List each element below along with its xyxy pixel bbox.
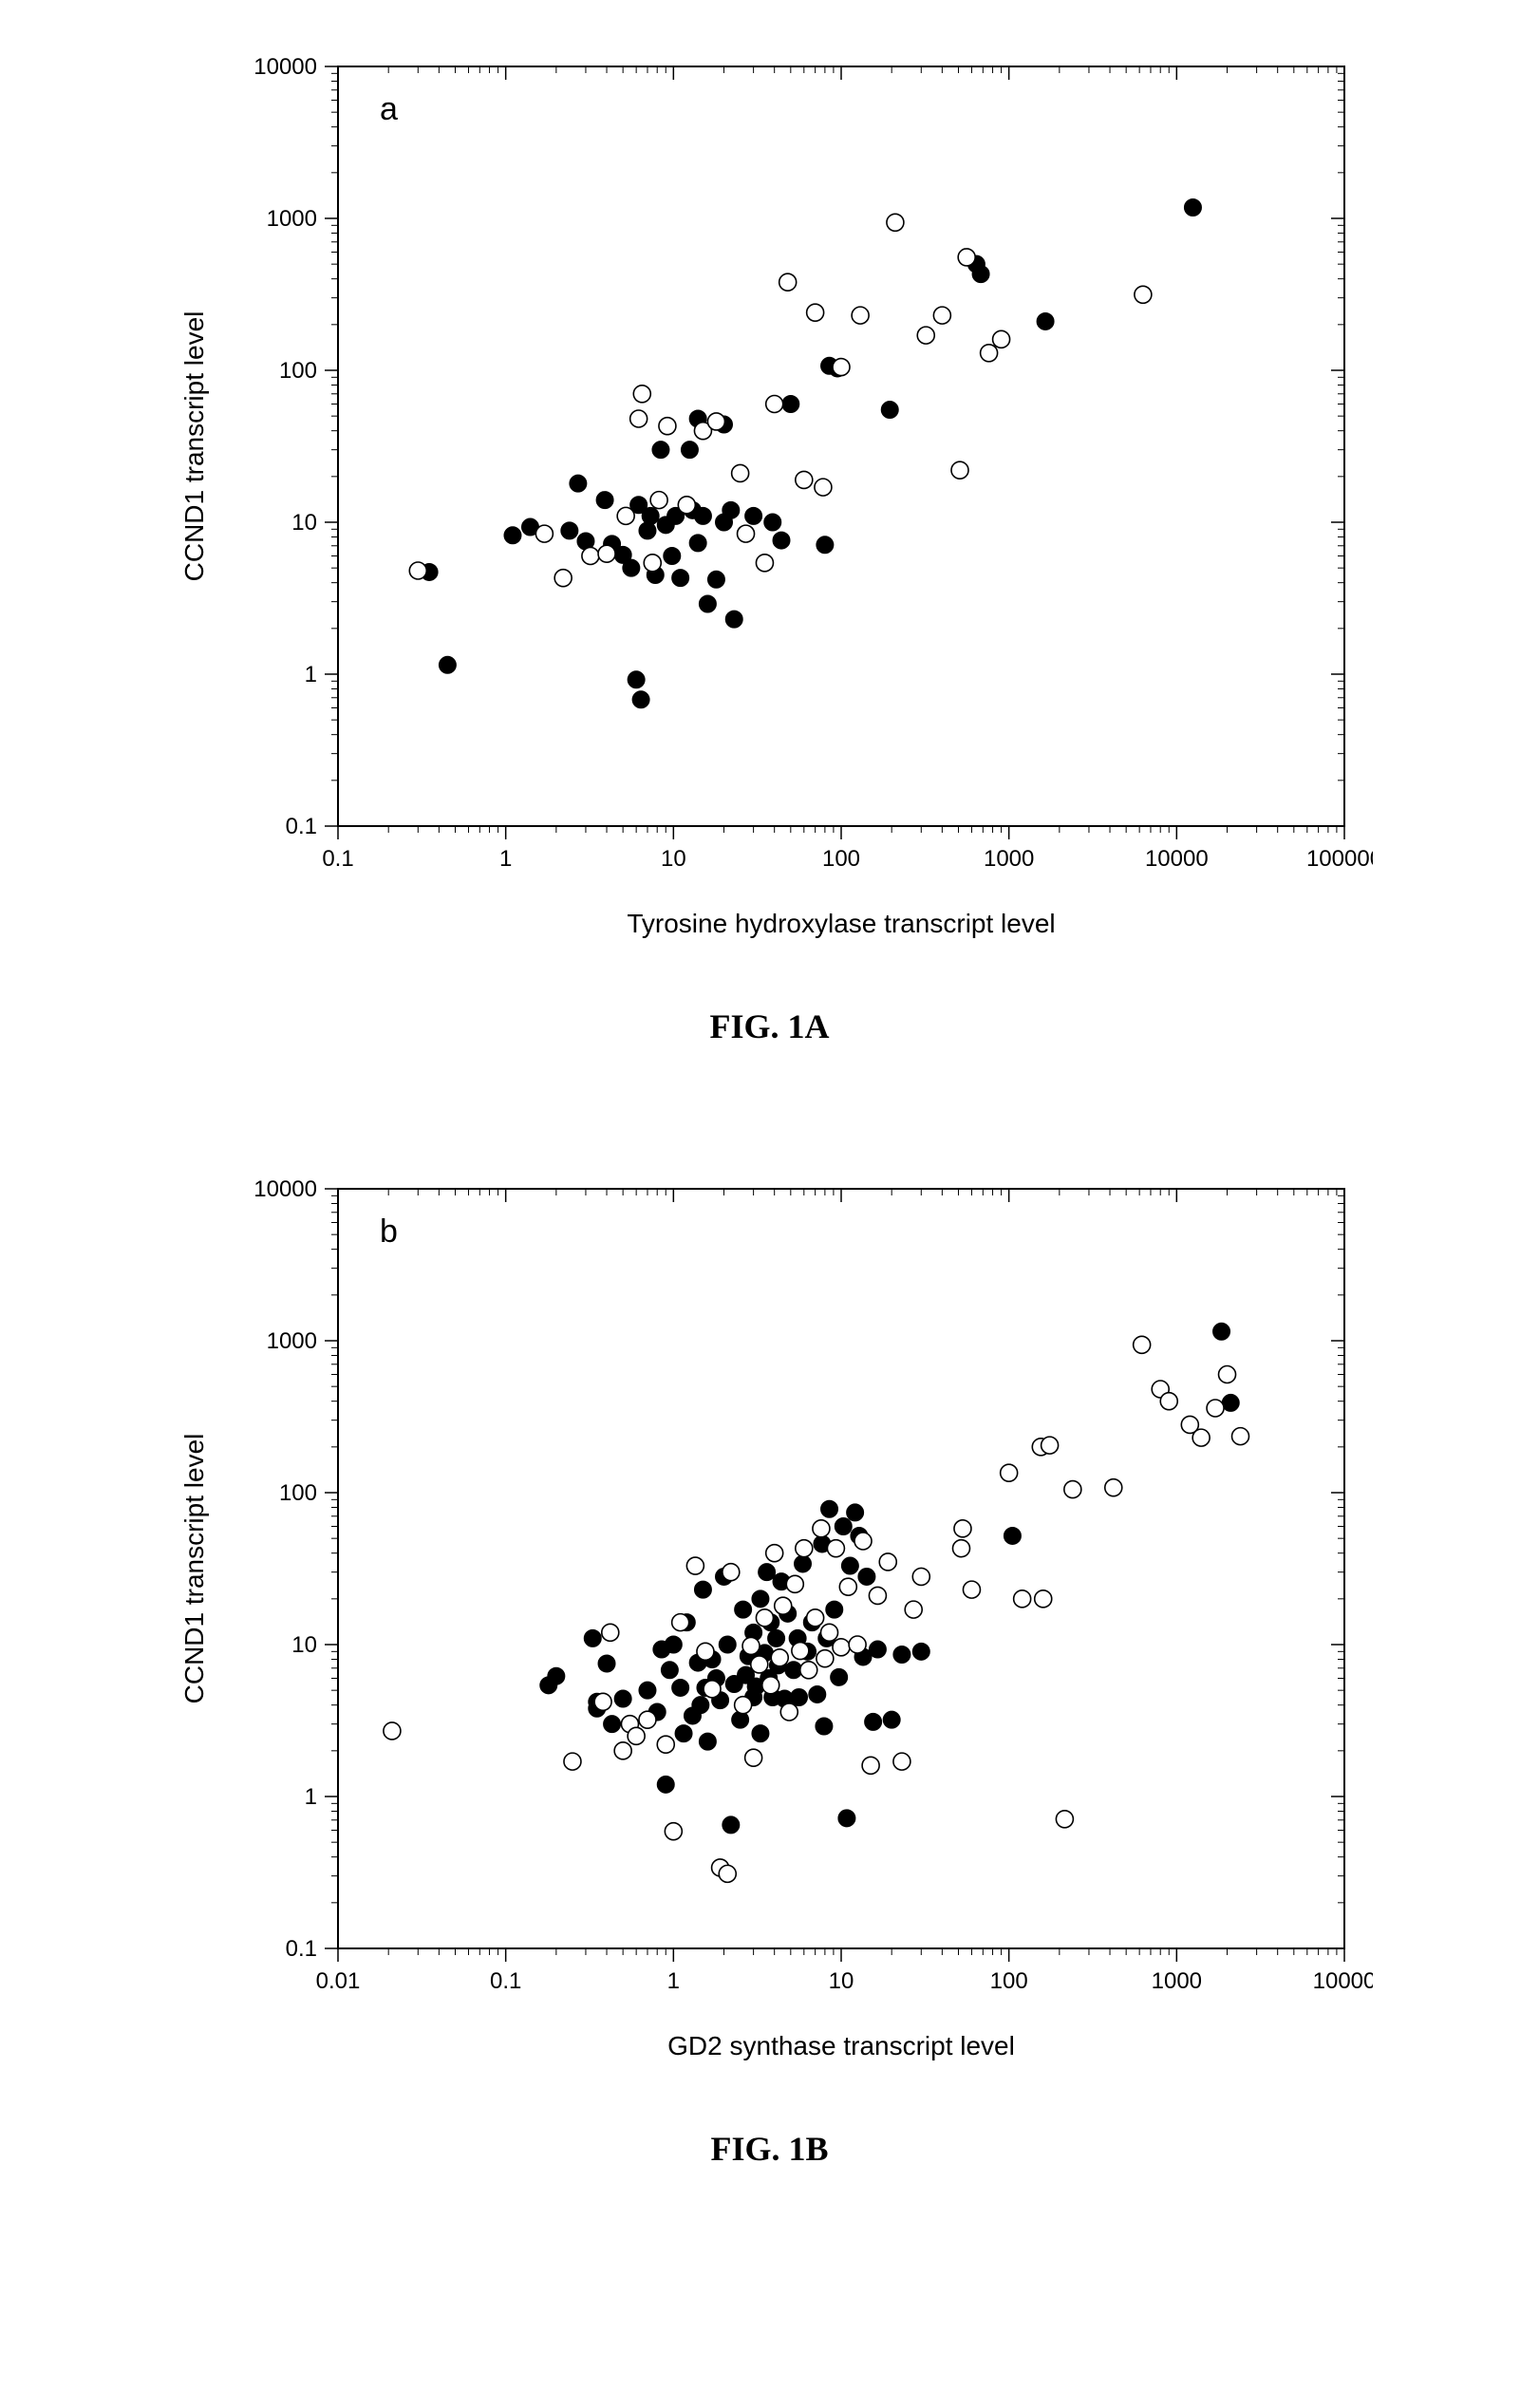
svg-text:100: 100 [821,846,859,872]
svg-text:1: 1 [666,1968,679,1994]
svg-text:b: b [380,1213,398,1250]
svg-text:0.1: 0.1 [322,846,353,872]
svg-text:1000: 1000 [1151,1968,1201,1994]
svg-text:GD2 synthase transcript level: GD2 synthase transcript level [667,2031,1015,2060]
svg-text:100000: 100000 [1305,846,1372,872]
svg-text:0.01: 0.01 [315,1968,360,1994]
svg-text:CCND1 transcript level: CCND1 transcript level [179,1434,209,1704]
svg-text:10: 10 [660,846,685,872]
svg-text:0.1: 0.1 [489,1968,520,1994]
caption-a: FIG. 1A [710,1006,830,1046]
svg-text:1: 1 [304,1784,316,1810]
chart-a: 0.1 1 10 100 1000 10000 100000 0.1 1 10 100 1000 100… [167,38,1373,950]
svg-text:1000: 1000 [266,1328,316,1354]
svg-text:1000: 1000 [266,206,316,232]
figure-a-block: 0.1 1 10 100 1000 10000 100000 0.1 1 10 100 1000 100… [38,38,1501,1046]
svg-text:10000: 10000 [253,1176,317,1202]
svg-text:100: 100 [278,1480,316,1506]
chart-b: 0.01 0.1 1 10 100 1000 10000 0.1 1 10 100 1000 10000… [167,1160,1373,2072]
svg-text:1: 1 [304,662,316,687]
svg-text:CCND1 transcript level: CCND1 transcript level [179,311,209,582]
svg-text:10: 10 [291,1632,317,1658]
svg-text:10000: 10000 [1144,846,1208,872]
svg-text:a: a [380,91,398,127]
svg-text:100: 100 [278,358,316,384]
caption-b: FIG. 1B [710,2129,828,2169]
svg-text:1000: 1000 [983,846,1033,872]
figure-b-block: 0.01 0.1 1 10 100 1000 10000 0.1 1 10 100 1000 10000… [38,1160,1501,2169]
chart-a-wrap: 0.1 1 10 100 1000 10000 100000 0.1 1 10 100 1000 100… [167,38,1373,950]
svg-text:10000: 10000 [253,54,317,80]
svg-text:0.1: 0.1 [285,814,316,839]
svg-text:Tyrosine hydroxylase transcrip: Tyrosine hydroxylase transcript level [627,909,1055,938]
chart-b-wrap: 0.01 0.1 1 10 100 1000 10000 0.1 1 10 100 1000 10000… [167,1160,1373,2072]
svg-text:10000: 10000 [1312,1968,1372,1994]
svg-text:100: 100 [989,1968,1027,1994]
svg-text:1: 1 [498,846,511,872]
svg-text:10: 10 [828,1968,854,1994]
svg-text:0.1: 0.1 [285,1936,316,1962]
svg-text:10: 10 [291,510,317,536]
